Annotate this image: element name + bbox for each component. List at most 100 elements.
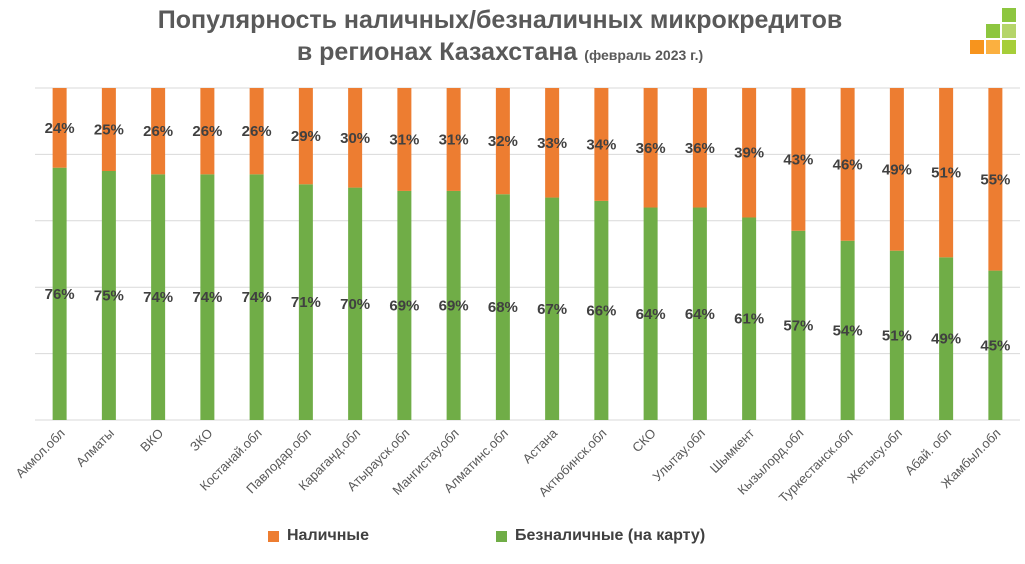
bar-cash [840,88,855,241]
bar-cash [348,88,363,188]
bar-cash [545,88,560,198]
bar-cashless [791,230,806,420]
data-label-cash: 43% [783,151,813,168]
data-label-cashless: 75% [94,288,124,305]
data-label-cashless: 67% [537,301,567,318]
data-label-cash: 55% [980,171,1010,188]
x-tick-label: Улытау.обл [650,426,708,484]
data-label-cashless: 49% [931,331,961,348]
bar-cashless [348,187,363,420]
x-tick-label: Алматы [73,426,117,470]
data-label-cash: 36% [636,140,666,157]
data-label-cashless: 45% [980,337,1010,354]
legend-item-cash: Наличные [268,527,369,545]
data-label-cash: 46% [833,156,863,173]
title-region: в регионах Казахстана [296,38,578,66]
data-label-cashless: 61% [734,311,764,328]
bar-cash [889,88,904,251]
bar-cash [643,88,658,208]
x-tick-label: Абай. обл [902,426,954,478]
data-label-cash: 36% [685,140,715,157]
data-label-cashless: 71% [291,294,321,311]
data-label-cash: 32% [488,133,518,150]
legend-swatch-cash [268,530,279,542]
legend: Наличные Безналичные (на карту) [0,527,1025,549]
bar-cash [200,88,215,175]
data-label-cash: 29% [291,128,321,145]
legend-swatch-cashless [496,530,507,542]
data-label-cashless: 54% [833,322,863,339]
bar-cash [151,88,166,175]
data-label-cashless: 74% [242,289,272,306]
bar-cash [692,88,707,208]
chart-title: Популярность наличных/безналичных микрок… [0,4,1000,71]
bar-cash [742,88,757,218]
bar-cashless [200,174,215,420]
bar-cashless [545,197,560,420]
data-label-cashless: 51% [882,327,912,344]
bar-cashless [249,174,264,420]
data-label-cash: 31% [439,131,469,148]
x-tick-label: Астана [519,425,560,466]
data-label-cash: 24% [45,120,75,137]
legend-label-cashless: Безналичные (на карту) [515,527,706,544]
bar-cashless [939,257,954,420]
data-label-cashless: 74% [192,289,222,306]
data-label-cash: 26% [143,123,173,140]
bar-cashless [643,207,658,420]
data-label-cash: 34% [586,136,616,153]
data-label-cashless: 64% [685,306,715,323]
data-label-cashless: 66% [586,302,616,319]
bar-cash [397,88,412,191]
bar-cash [446,88,461,191]
data-label-cashless: 76% [45,286,75,303]
title-line-1: Популярность наличных/безналичных микрок… [157,6,843,34]
data-label-cashless: 69% [389,297,419,314]
bar-cash [52,88,67,168]
bar-cash [988,88,1003,271]
data-label-cash: 51% [931,165,961,182]
data-label-cash: 26% [242,123,272,140]
legend-item-cashless: Безналичные (на карту) [496,527,705,545]
title-line-2: в регионах Казахстана (февраль 2023 г.) [0,36,1000,71]
bar-cashless [988,270,1003,420]
data-label-cashless: 68% [488,299,518,316]
bar-cash [101,88,116,171]
data-label-cash: 25% [94,122,124,139]
bar-cash [249,88,264,175]
bar-cashless [594,200,609,420]
logo-icon [970,8,1016,54]
data-label-cashless: 69% [439,297,469,314]
x-tick-label: ЗКО [187,426,216,455]
data-label-cashless: 57% [783,317,813,334]
data-label-cashless: 64% [636,306,666,323]
bar-cashless [101,171,116,420]
x-tick-label: СКО [629,426,659,456]
data-label-cash: 39% [734,145,764,162]
data-label-cash: 30% [340,130,370,147]
data-label-cashless: 70% [340,296,370,313]
bar-cash [495,88,510,195]
bar-cashless [692,207,707,420]
data-label-cash: 49% [882,161,912,178]
x-tick-label: Шымкент [707,425,758,476]
data-label-cash: 33% [537,135,567,152]
data-label-cash: 26% [192,123,222,140]
bar-cash [791,88,806,231]
data-label-cash: 31% [389,131,419,148]
bar-cashless [495,194,510,420]
bar-cashless [151,174,166,420]
x-tick-label: Акмол.обл [13,426,68,481]
bar-cash [298,88,313,185]
bar-cashless [298,184,313,420]
data-label-cashless: 74% [143,289,173,306]
bar-cash [594,88,609,201]
bar-cashless [889,250,904,420]
title-subtitle: (февраль 2023 г.) [584,47,704,63]
bar-cashless [446,190,461,420]
x-tick-label: ВКО [137,426,166,455]
bar-cashless [840,240,855,420]
bar-cashless [742,217,757,420]
legend-label-cash: Наличные [287,527,369,544]
